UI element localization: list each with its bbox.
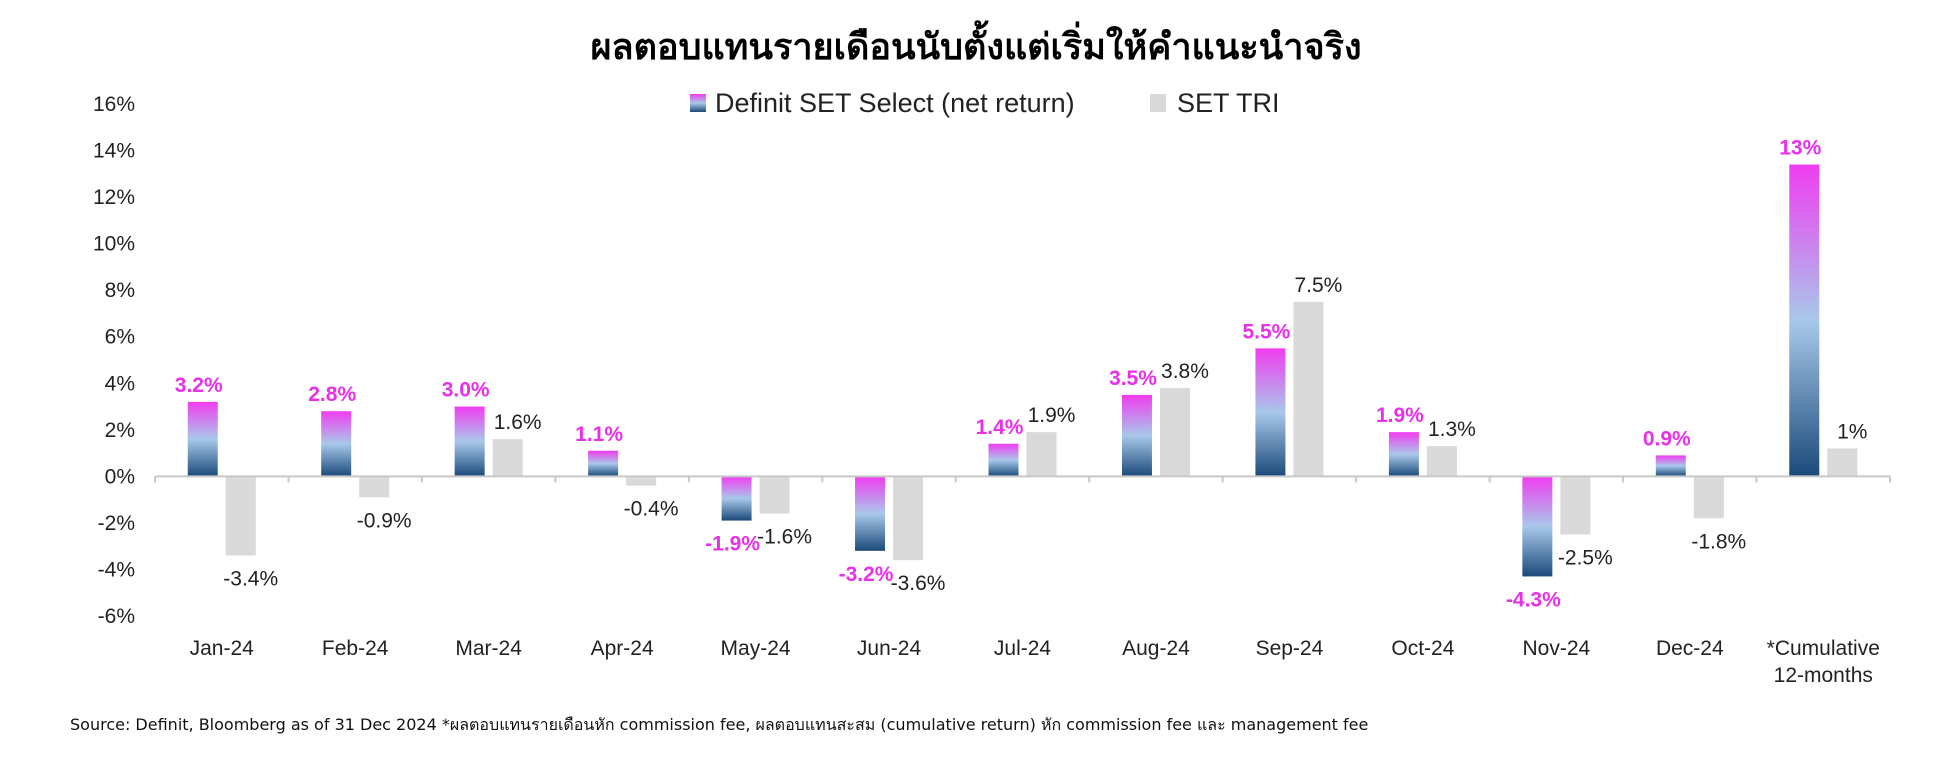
legend: Definit SET Select (net return) SET TRI [690, 88, 1280, 118]
x-tick-label: Mar-24 [455, 637, 522, 660]
y-tick-label: 8% [105, 279, 135, 302]
bar-definit-set-select [321, 411, 352, 477]
bar-definit-set-select [1655, 455, 1686, 477]
bar-definit-set-select [855, 476, 886, 551]
data-label-set-tri: -3.4% [223, 567, 278, 590]
x-tick-label: Feb-24 [322, 637, 389, 660]
x-axis: Jan-24 Feb-24 Mar-24 Apr-24 May-24 Jun-24 Jul-… [154, 475, 1891, 687]
data-label-set-tri: 1.3% [1428, 418, 1476, 441]
bars [187, 164, 1858, 577]
x-tick-label: Dec-24 [1656, 637, 1724, 660]
bar-definit-set-select [588, 450, 619, 477]
x-tick-label: Apr-24 [591, 637, 654, 660]
bar-definit-set-select [1388, 432, 1419, 477]
chart-title: ผลตอบแทนรายเดือนนับตั้งแต่เริ่มให้คำแนะน… [590, 27, 1362, 68]
y-tick-label: 2% [105, 419, 135, 442]
bar-definit-set-select [1789, 164, 1820, 477]
data-label-set-tri: 3.8% [1161, 360, 1209, 383]
data-label-definit: 3.2% [175, 374, 223, 397]
bar-set-tri [1026, 432, 1057, 477]
data-label-set-tri: -1.8% [1691, 530, 1746, 553]
x-tick-label: Oct-24 [1391, 637, 1454, 660]
data-label-definit: -1.9% [705, 533, 760, 556]
bar-set-tri [1159, 387, 1190, 477]
y-tick-label: -4% [98, 558, 135, 581]
bar-set-tri [1693, 476, 1724, 519]
data-label-definit: -4.3% [1506, 588, 1561, 611]
y-tick-label: 14% [93, 140, 135, 163]
bar-definit-set-select [1255, 348, 1286, 477]
data-label-definit: 1.1% [575, 423, 623, 446]
y-tick-label: -6% [98, 605, 135, 628]
data-label-set-tri: -2.5% [1558, 547, 1613, 570]
y-tick-label: 16% [93, 93, 135, 116]
y-tick-label: 0% [105, 465, 135, 488]
data-label-definit: 0.9% [1643, 427, 1691, 450]
y-tick-label: 10% [93, 233, 135, 256]
x-tick-label: Sep-24 [1256, 637, 1324, 660]
data-label-definit: 1.9% [1376, 404, 1424, 427]
bar-set-tri [759, 476, 790, 514]
bar-set-tri [225, 476, 256, 556]
bar-set-tri [1827, 448, 1858, 477]
legend-label-set-tri: SET TRI [1177, 88, 1280, 118]
bar-definit-set-select [988, 443, 1019, 477]
legend-swatch-definit [690, 94, 706, 112]
data-label-set-tri: 1% [1837, 420, 1867, 443]
bar-definit-set-select [1121, 394, 1152, 477]
bar-set-tri [492, 439, 523, 477]
y-axis: 16% 14% 12% 10% 8% 6% 4% 2% 0% -2% -4% -6% [93, 93, 135, 628]
data-labels: 3.2% -3.4% 2.8% -0.9% 3.0%1.6% 1.1% -0.4% -1.9%… [175, 137, 1868, 612]
data-label-set-tri: -1.6% [757, 526, 812, 549]
bar-definit-set-select [1522, 476, 1553, 577]
bar-definit-set-select [454, 406, 485, 477]
bar-set-tri [359, 476, 390, 498]
data-label-definit: 13% [1779, 137, 1821, 160]
bar-set-tri [1293, 301, 1324, 477]
x-tick-label: May-24 [721, 637, 791, 660]
y-tick-label: -2% [98, 512, 135, 535]
x-tick-label: Aug-24 [1122, 637, 1190, 660]
x-tick-label: *Cumulative [1767, 637, 1880, 660]
y-tick-label: 4% [105, 372, 135, 395]
x-tick-label: Jun-24 [857, 637, 922, 660]
data-label-set-tri: -0.9% [357, 509, 412, 532]
x-tick-label: 12-months [1774, 664, 1873, 687]
bar-set-tri [1426, 446, 1457, 477]
data-label-definit: -3.2% [839, 563, 894, 586]
data-label-definit: 3.0% [442, 379, 490, 402]
legend-swatch-set-tri [1150, 94, 1166, 112]
bar-set-tri [893, 476, 924, 561]
data-label-set-tri: 7.5% [1294, 274, 1342, 297]
bar-definit-set-select [187, 401, 218, 477]
bar-set-tri [1560, 476, 1591, 535]
data-label-set-tri: 1.9% [1028, 404, 1076, 427]
data-label-definit: 1.4% [976, 416, 1024, 439]
data-label-set-tri: -3.6% [891, 572, 946, 595]
data-label-set-tri: 1.6% [494, 411, 542, 434]
y-tick-label: 12% [93, 186, 135, 209]
x-tick-label: Nov-24 [1522, 637, 1590, 660]
x-tick-label: Jan-24 [190, 637, 255, 660]
data-label-definit: 3.5% [1109, 367, 1157, 390]
legend-label-definit: Definit SET Select (net return) [715, 88, 1075, 118]
source-note: Source: Definit, Bloomberg as of 31 Dec … [70, 715, 1369, 734]
data-label-set-tri: -0.4% [624, 498, 679, 521]
data-label-definit: 5.5% [1242, 320, 1290, 343]
bar-definit-set-select [721, 476, 752, 521]
bar-set-tri [626, 476, 657, 486]
data-label-definit: 2.8% [308, 383, 356, 406]
y-tick-label: 6% [105, 326, 135, 349]
x-tick-label: Jul-24 [994, 637, 1052, 660]
